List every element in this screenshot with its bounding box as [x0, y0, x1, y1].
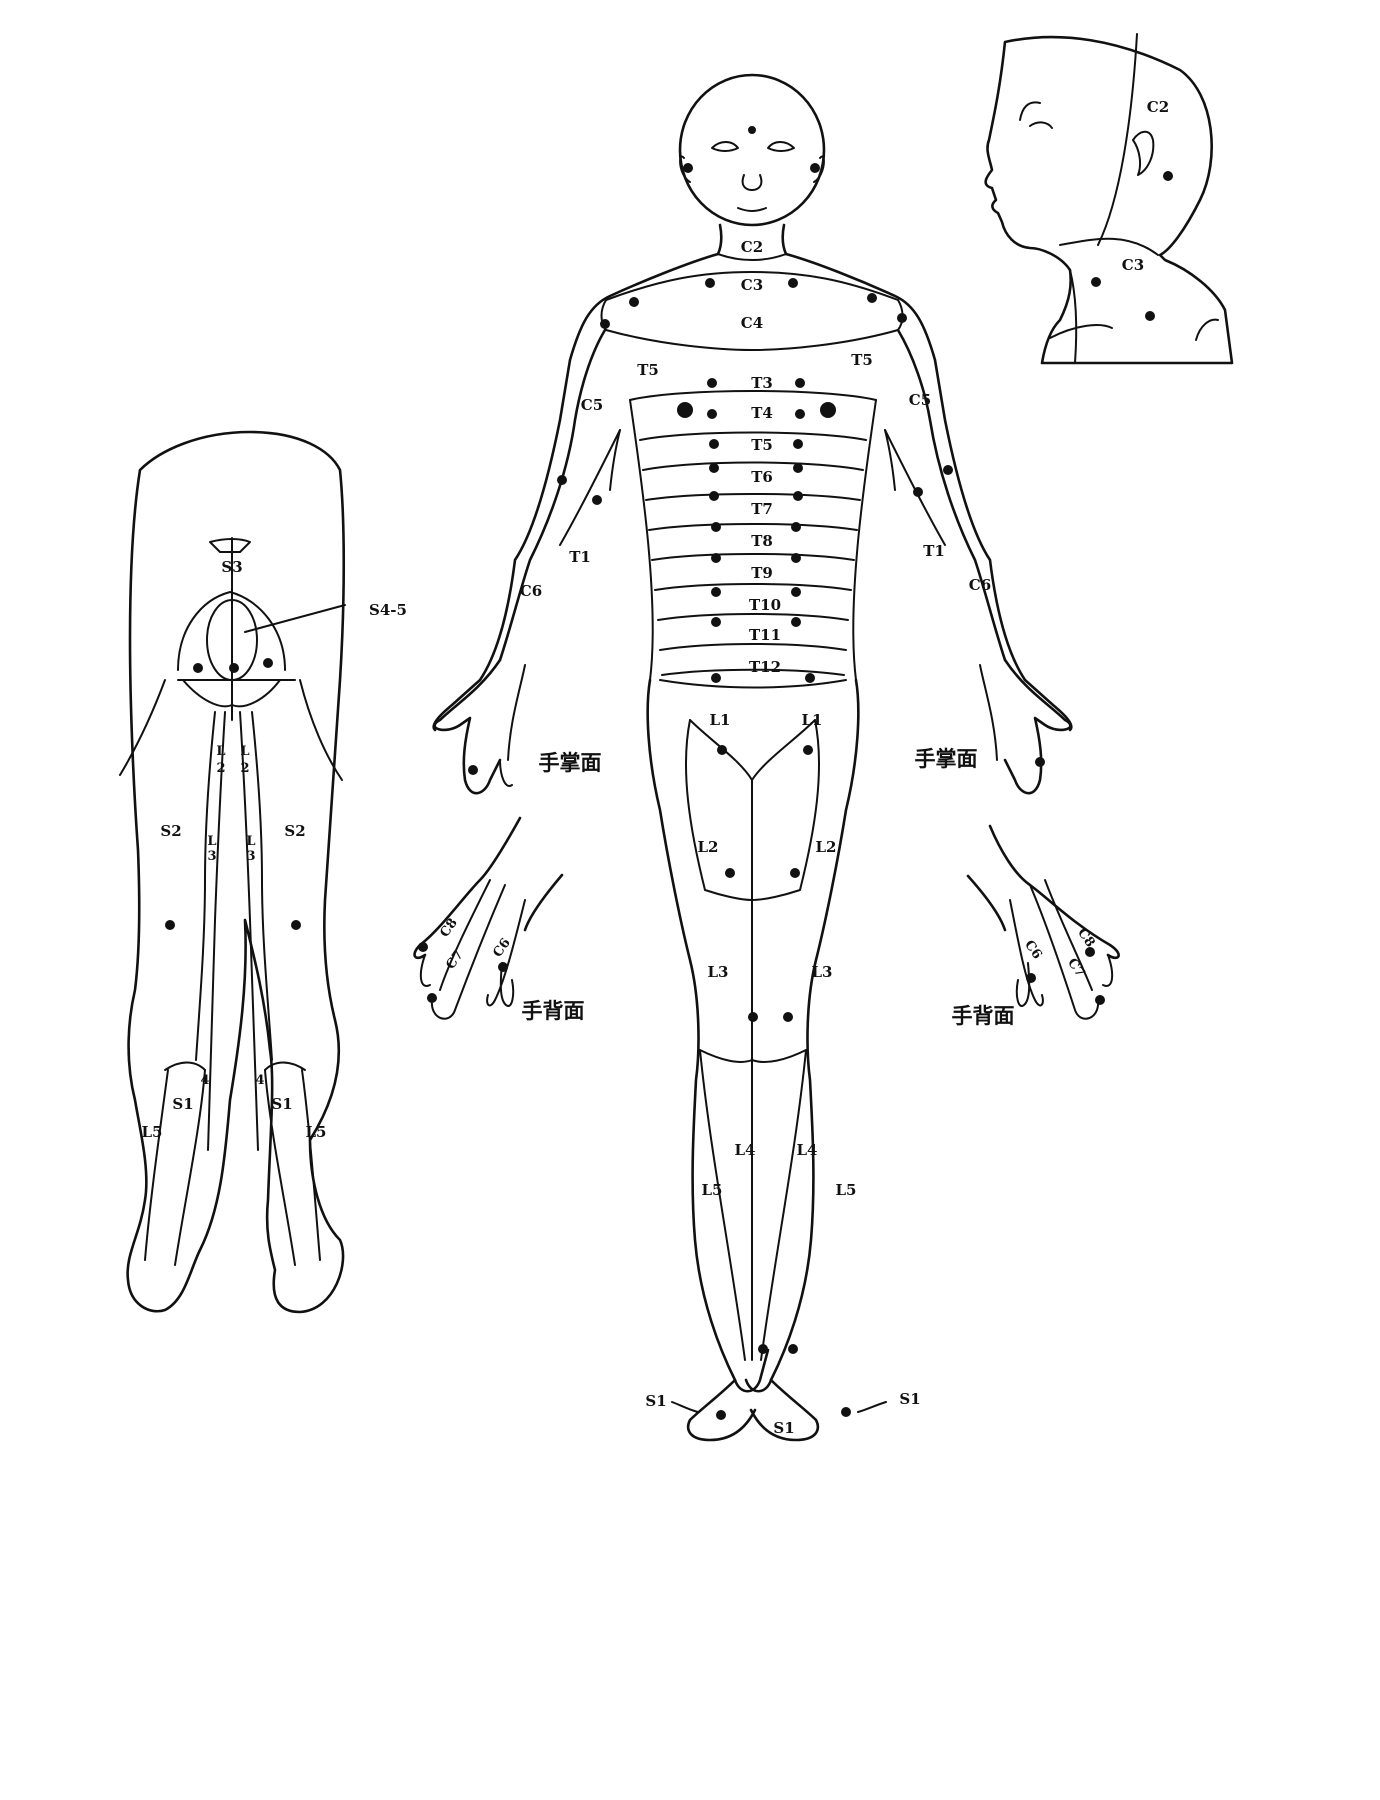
front-t1-right-label: T1 [923, 542, 945, 560]
palm-left-caption: 手掌面 [539, 751, 602, 775]
side-head-c3-label: C3 [1122, 256, 1144, 274]
front-s1-left-label: S1 [645, 1392, 666, 1410]
front-t11-label: T11 [749, 626, 781, 644]
front-body-figure: C2 C3 C4 T5 T5 C5 C5 T1 T1 C6 C6 T3 T4 T… [432, 73, 1073, 1442]
front-t3-label: T3 [751, 374, 773, 392]
side-head-c2-label: C2 [1147, 98, 1169, 116]
back-l4-right-label: 4 [255, 1073, 264, 1088]
front-l1-right-label: L1 [802, 711, 823, 729]
front-t12-label: T12 [749, 658, 781, 676]
front-c5-left-label: C5 [581, 396, 603, 414]
back-l2-right-label: L [240, 744, 249, 759]
front-l4-left-label: L4 [735, 1141, 756, 1159]
front-t1-left-label: T1 [569, 548, 591, 566]
back-s3-label: S3 [221, 558, 242, 576]
front-s1-mid-label: S1 [773, 1419, 794, 1437]
front-t7-label: T7 [751, 500, 773, 518]
front-c5-right-label: C5 [909, 391, 931, 409]
front-c4-label: C4 [741, 314, 763, 332]
right-hand-c6-label: C6 [1021, 938, 1044, 963]
back-s1-right-label: S1 [271, 1095, 292, 1113]
front-l4-right-label: L4 [797, 1141, 818, 1159]
front-c6-right-label: C6 [969, 576, 991, 594]
front-t5-label: T5 [751, 436, 773, 454]
back-s45-label: S4-5 [369, 601, 407, 619]
back-s1-left-label: S1 [172, 1095, 193, 1113]
back-l3-left-number: 3 [207, 849, 216, 864]
front-l1-left-label: L1 [710, 711, 731, 729]
left-back-hand: C8 C7 C6 [413, 816, 564, 1020]
back-s2-left-label: S2 [160, 822, 181, 840]
front-t5-left-label: T5 [637, 361, 659, 379]
front-t6-label: T6 [751, 468, 773, 486]
right-hand-c8-label: C8 [1074, 926, 1097, 951]
back-l2-left-number: 2 [216, 761, 225, 776]
back-left-caption: 手背面 [522, 999, 585, 1023]
front-l3-right-label: L3 [812, 963, 833, 981]
back-l2-right-number: 2 [240, 761, 249, 776]
front-l2-right-label: L2 [816, 838, 837, 856]
front-t10-label: T10 [749, 596, 781, 614]
back-l5-right-label: L5 [306, 1123, 327, 1141]
front-l5-right-label: L5 [836, 1181, 857, 1199]
back-l3-left-label: L [207, 834, 216, 849]
back-l2-left-label: L [216, 744, 225, 759]
back-l5-left-label: L5 [142, 1123, 163, 1141]
front-c2-label: C2 [741, 238, 763, 256]
back-l3-right-label: L [246, 834, 255, 849]
back-s2-right-label: S2 [284, 822, 305, 840]
front-t9-label: T9 [751, 564, 773, 582]
front-s1-right-label: S1 [899, 1390, 920, 1408]
back-legs-figure: S3 S4-5 L 2 L 2 L 3 L 3 S2 S2 4 4 S1 S1 … [119, 430, 407, 1314]
palm-right-caption: 手掌面 [915, 747, 978, 771]
right-back-hand: C8 C7 C6 [966, 824, 1120, 1020]
front-c3-label: C3 [741, 276, 763, 294]
left-hand-c8-label: C8 [437, 916, 460, 941]
side-head-figure: C2 C3 [984, 33, 1234, 365]
front-t4-label: T4 [751, 404, 773, 422]
front-c6-left-label: C6 [520, 582, 542, 600]
front-t5-right-label: T5 [851, 351, 873, 369]
back-l4-left-label: 4 [200, 1073, 209, 1088]
back-l3-right-number: 3 [246, 849, 255, 864]
right-hand-c7-label: C7 [1064, 956, 1087, 981]
left-hand-c7-label: C7 [443, 948, 466, 973]
front-l5-left-label: L5 [702, 1181, 723, 1199]
front-head [678, 73, 826, 227]
front-t8-label: T8 [751, 532, 773, 550]
back-right-caption: 手背面 [952, 1004, 1015, 1028]
front-l3-left-label: L3 [708, 963, 729, 981]
front-l2-left-label: L2 [698, 838, 719, 856]
